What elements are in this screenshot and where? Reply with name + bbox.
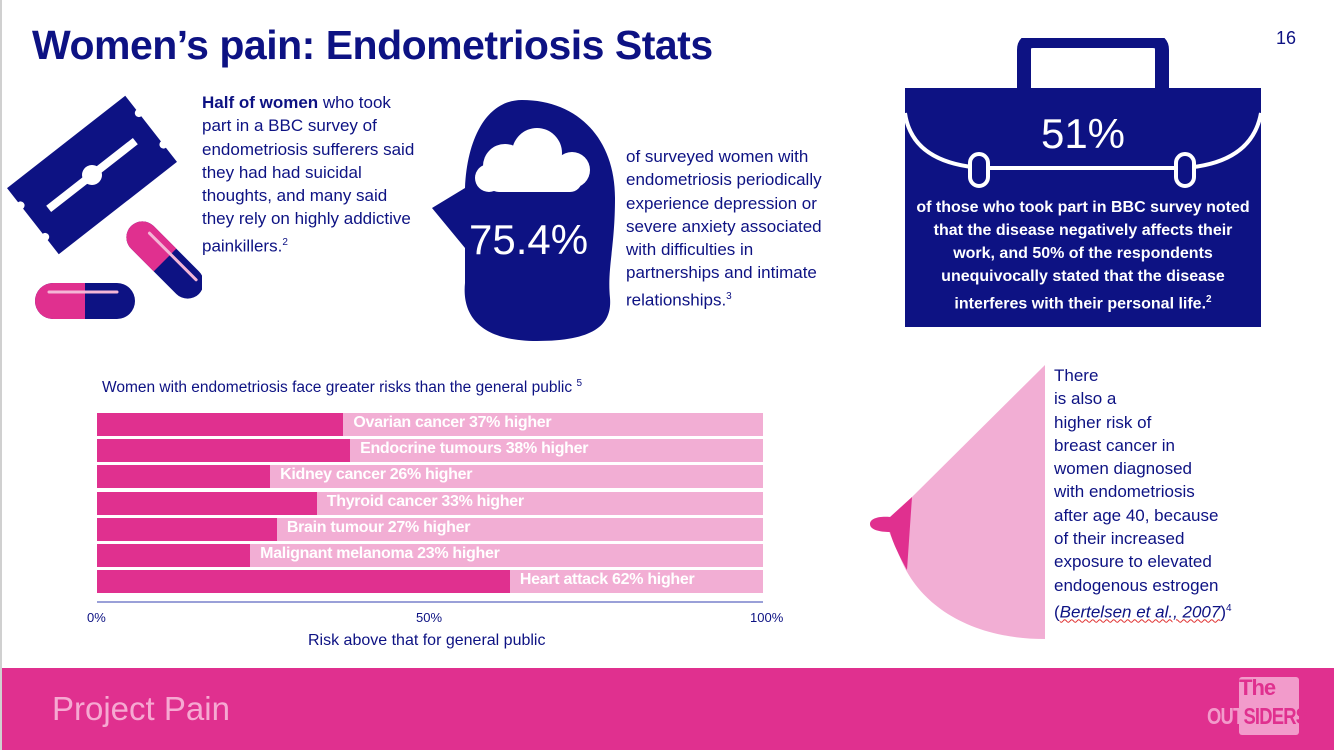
bar-value <box>97 491 317 515</box>
x-axis-line <box>97 601 763 603</box>
work-impact-stat: 51% <box>1040 110 1126 157</box>
footer-title: Project Pain <box>52 690 230 727</box>
x-tick-label: 50% <box>416 610 443 625</box>
head-with-cloud-icon <box>432 100 615 341</box>
footnote-ref: 4 <box>1226 602 1232 614</box>
page-title: Women’s pain: Endometriosis Stats <box>32 22 713 68</box>
bar-value <box>97 413 344 436</box>
body-text: of those who took part in BBC survey not… <box>916 199 1250 313</box>
breast-icon <box>870 365 1045 639</box>
logo-text: OUTSIDERS <box>1207 703 1308 730</box>
outsiders-logo <box>1239 677 1299 735</box>
bar-row: Ovarian cancer 37% higher <box>97 413 763 436</box>
bar-value <box>97 517 277 541</box>
bar-value <box>97 570 510 594</box>
bar-label: Malignant melanoma 23% higher <box>260 545 500 562</box>
bar-value <box>97 439 351 463</box>
citation: Bertelsen et al., 2007 <box>1059 602 1221 622</box>
razor-blade-and-pills-icon <box>7 95 202 319</box>
bar-row: Brain tumour 27% higher <box>97 517 763 541</box>
pill-icon <box>126 221 202 299</box>
anxiety-stat: 75.4% <box>469 216 589 263</box>
chart-title: Women with endometriosis face greater ri… <box>102 378 582 397</box>
body-text: of surveyed women with endometriosis per… <box>626 147 822 310</box>
bar-label: Kidney cancer 26% higher <box>280 466 473 484</box>
bar-value <box>97 544 251 567</box>
footer-bar <box>2 668 1334 750</box>
logo-part: OUT <box>1207 703 1244 729</box>
bar-value <box>97 465 271 489</box>
bar-row: Thyroid cancer 33% higher <box>97 491 763 515</box>
anxiety-text: of surveyed women with endometriosis per… <box>626 145 846 312</box>
highlight-text: Half of women <box>202 93 319 112</box>
briefcase-icon <box>903 38 1263 327</box>
body-text: There is also a higher risk of breast ca… <box>1054 366 1219 595</box>
x-tick-label: 100% <box>750 610 784 625</box>
bar-row: Kidney cancer 26% higher <box>97 465 763 489</box>
bar-label: Brain tumour 27% higher <box>286 518 471 536</box>
footnote-ref: 2 <box>282 236 288 248</box>
body-text: who took part in a BBC survey of endomet… <box>202 93 415 256</box>
footnote-ref: 5 <box>576 378 582 389</box>
x-tick-label: 0% <box>87 610 106 625</box>
logo-text: The <box>1239 675 1276 700</box>
suicidal-thoughts-text: Half of women who took part in a BBC sur… <box>202 91 417 258</box>
paren: ( <box>1054 602 1060 622</box>
bar-row: Endocrine tumours 38% higher <box>97 439 763 463</box>
breast-cancer-text: There is also a higher risk of breast ca… <box>1054 364 1244 624</box>
chart-title-text: Women with endometriosis face greater ri… <box>102 379 573 397</box>
x-axis-label: Risk above that for general public <box>308 632 546 649</box>
bar-label: Endocrine tumours 38% higher <box>360 440 589 458</box>
page-number: 16 <box>1276 28 1297 48</box>
bar-label: Heart attack 62% higher <box>519 571 695 589</box>
bar-label: Ovarian cancer 37% higher <box>353 414 552 431</box>
bar-label: Thyroid cancer 33% higher <box>326 492 524 510</box>
bar-row: Malignant melanoma 23% higher <box>97 544 763 567</box>
logo-part: SIDERS <box>1243 703 1308 729</box>
cloud-icon <box>475 128 590 192</box>
pill-icon <box>35 283 135 319</box>
bar-row: Heart attack 62% higher <box>97 570 763 594</box>
work-impact-text: of those who took part in BBC survey not… <box>912 196 1254 315</box>
footnote-ref: 2 <box>1206 294 1212 305</box>
paren: ) <box>1220 602 1227 622</box>
footnote-ref: 3 <box>726 290 732 302</box>
